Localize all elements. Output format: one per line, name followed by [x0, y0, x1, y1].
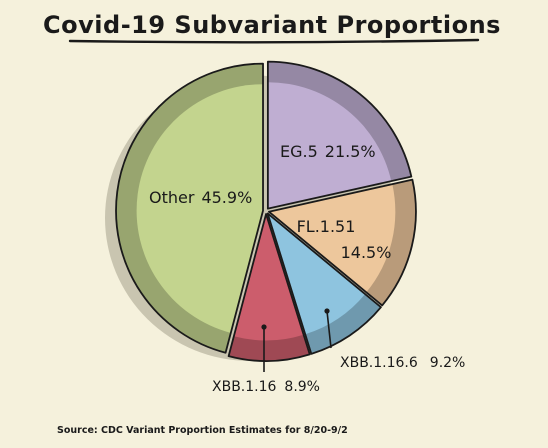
pie-slices	[115, 60, 417, 362]
pie-slice-fill	[268, 184, 396, 293]
slice-label-other: Other 45.9%	[149, 188, 252, 207]
chart-title: Covid-19 Subvariant Proportions	[43, 11, 501, 39]
pie-slice-fl151	[268, 178, 417, 307]
source-note: Source: CDC Variant Proportion Estimates…	[57, 425, 348, 436]
pie-slice-fill	[267, 213, 366, 335]
pie-slice-fill	[233, 213, 304, 341]
pie-slice-other	[115, 62, 264, 354]
pie-slice-eg5	[266, 60, 413, 210]
title-underline	[68, 38, 480, 44]
slice-label-eg5: EG.5 21.5%	[280, 142, 376, 161]
pie-slice-outline	[227, 213, 311, 362]
pie-slice-xbb116	[227, 213, 311, 362]
leader-line-xbb1166	[326, 310, 332, 349]
slice-label-xbb1166: XBB.1.16.6 9.2%	[340, 355, 465, 371]
slice-label-xbb116: XBB.1.16 8.9%	[212, 379, 320, 395]
pie-slice-outline	[268, 178, 417, 307]
pie-slice-outline	[115, 62, 264, 354]
pie-slice-fill	[267, 82, 392, 209]
leader-dot-xbb1166	[324, 308, 330, 314]
pie-slice-outline	[266, 212, 382, 355]
slice-value-fl151: 14.5%	[341, 243, 392, 262]
leader-dot-xbb116	[261, 324, 267, 330]
pie-slice-fill	[136, 84, 264, 333]
pie-slice-xbb1166	[266, 212, 382, 355]
slice-label-fl151: FL.1.51	[297, 217, 356, 236]
pie-slice-outline	[266, 60, 413, 210]
